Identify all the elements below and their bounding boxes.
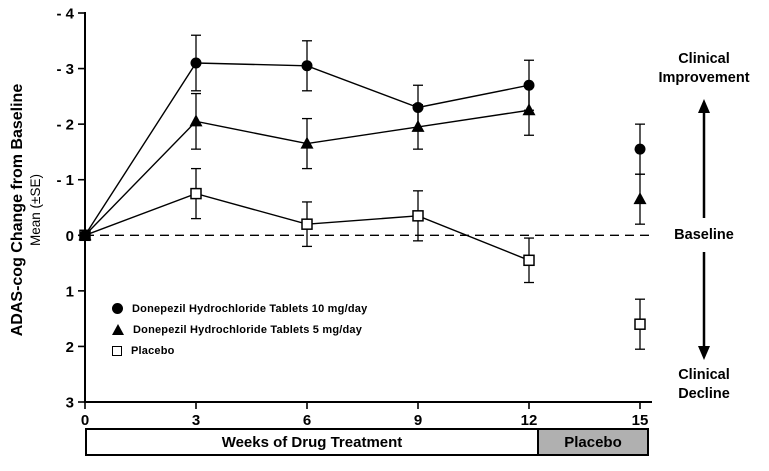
legend-label-donepezil-5mg: Donepezil Hydrochloride Tablets 5 mg/day	[133, 323, 363, 336]
x-axis-footer: Weeks of Drug Treatment Placebo	[85, 428, 649, 456]
legend-item-placebo: Placebo	[112, 343, 367, 358]
y-tick-label: 3	[66, 395, 74, 412]
series-donepezil-hydrochloride-tablets-5-mg-day	[78, 84, 647, 241]
x-tick-label: 3	[192, 412, 200, 429]
legend-item-donepezil-10mg: Donepezil Hydrochloride Tablets 10 mg/da…	[112, 301, 367, 316]
y-tick-label: - 1	[56, 172, 74, 189]
x-tick-label: 9	[414, 412, 422, 429]
series-donepezil-hydrochloride-tablets-10-mg-day	[79, 34, 646, 241]
clinical-improvement-label: Clinical Improvement	[658, 51, 750, 86]
y-tick-label: - 4	[56, 6, 74, 23]
open-square-icon	[112, 345, 122, 356]
improvement-decline-arrow-icon	[698, 99, 710, 360]
x-tick-label: 6	[303, 412, 311, 429]
y-tick-label: - 3	[56, 61, 74, 78]
x-tick-label: 0	[81, 412, 89, 429]
placebo-box: Placebo	[537, 430, 647, 454]
y-tick-label: 2	[66, 339, 74, 356]
y-tick-label: 1	[66, 283, 74, 300]
legend: Donepezil Hydrochloride Tablets 10 mg/da…	[112, 301, 367, 358]
baseline-label: Baseline	[674, 227, 734, 243]
filled-triangle-icon	[112, 324, 124, 335]
right-annotation-column: Clinical Improvement Baseline Clinical D…	[652, 0, 769, 471]
filled-circle-icon	[112, 303, 123, 314]
y-tick-label: - 2	[56, 117, 74, 134]
legend-item-donepezil-5mg: Donepezil Hydrochloride Tablets 5 mg/day	[112, 322, 367, 337]
legend-label-donepezil-10mg: Donepezil Hydrochloride Tablets 10 mg/da…	[132, 302, 368, 315]
weeks-of-drug-treatment-box: Weeks of Drug Treatment	[87, 430, 537, 454]
x-tick-label: 12	[521, 412, 538, 429]
clinical-decline-label: Clinical Decline	[678, 367, 730, 402]
x-tick-label: 15	[632, 412, 649, 429]
legend-label-placebo: Placebo	[131, 344, 175, 357]
y-tick-label: 0	[66, 228, 74, 245]
